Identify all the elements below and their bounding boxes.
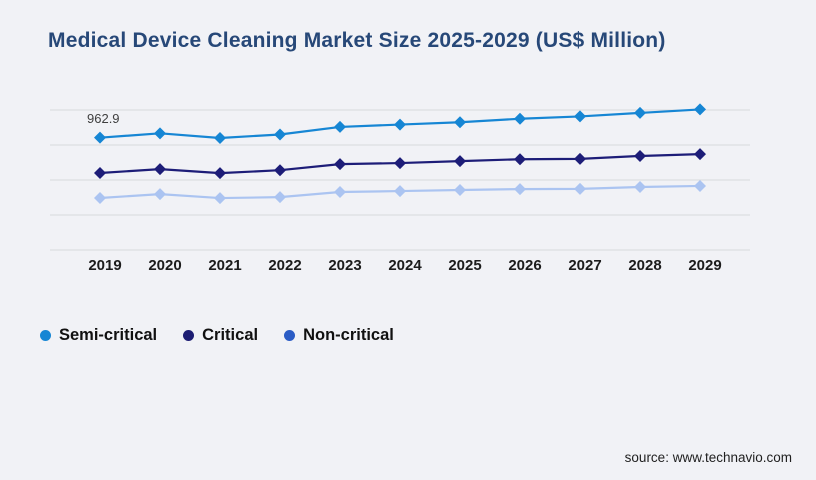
marker-critical-2024: [394, 157, 406, 170]
marker-non-critical-2026: [514, 183, 526, 196]
marker-semi-critical-2028: [634, 106, 646, 119]
marker-critical-2021: [214, 167, 226, 180]
marker-critical-2023: [334, 158, 346, 171]
legend-label-critical: Critical: [202, 325, 259, 344]
legend-label-non-critical: Non-critical: [303, 325, 394, 344]
marker-non-critical-2024: [394, 185, 406, 198]
legend-item-semi-critical: Semi-critical: [40, 326, 157, 345]
x-axis-label-2024: 2024: [388, 257, 422, 274]
legend-dot-critical: [183, 329, 195, 341]
marker-critical-2027: [574, 152, 586, 165]
x-axis-label-2022: 2022: [268, 257, 302, 274]
x-axis-label-2025: 2025: [448, 257, 482, 274]
x-axis-label-2021: 2021: [208, 257, 242, 274]
x-axis-label-2019: 2019: [88, 257, 122, 274]
x-axis-label-2028: 2028: [628, 257, 662, 274]
marker-critical-2026: [514, 153, 526, 166]
gridlines: [50, 109, 750, 251]
marker-critical-2029: [694, 148, 706, 161]
marker-semi-critical-2027: [574, 110, 586, 123]
marker-non-critical-2020: [154, 188, 166, 201]
marker-semi-critical-2020: [154, 127, 166, 140]
legend-dot-semi-critical: [40, 329, 51, 341]
source-attribution: source: www.technavio.com: [624, 450, 792, 465]
marker-critical-2020: [154, 163, 166, 176]
marker-non-critical-2021: [214, 192, 226, 205]
chart-title: Medical Device Cleaning Market Size 2025…: [48, 29, 666, 52]
legend-dot-non-critical: [284, 329, 296, 341]
series-markers: [94, 103, 706, 205]
x-axis-label-2027: 2027: [568, 257, 602, 274]
marker-critical-2025: [454, 155, 466, 168]
marker-non-critical-2025: [454, 184, 466, 197]
marker-semi-critical-2022: [274, 128, 286, 141]
x-axis-label-2026: 2026: [508, 257, 542, 274]
marker-semi-critical-2023: [334, 120, 346, 133]
marker-non-critical-2023: [334, 186, 346, 199]
marker-non-critical-2029: [694, 179, 706, 192]
marker-semi-critical-2024: [394, 118, 406, 131]
marker-semi-critical-2019: [94, 131, 106, 144]
marker-critical-2028: [634, 149, 646, 162]
line-chart-canvas: [50, 103, 750, 251]
marker-semi-critical-2021: [214, 132, 226, 144]
x-axis-label-2023: 2023: [328, 257, 362, 274]
legend-label-semi-critical: Semi-critical: [59, 325, 158, 344]
marker-non-critical-2022: [274, 191, 286, 204]
marker-non-critical-2028: [634, 181, 646, 193]
marker-non-critical-2027: [574, 182, 586, 195]
x-axis-label-2020: 2020: [148, 257, 182, 274]
x-axis-label-2029: 2029: [688, 257, 722, 274]
marker-critical-2019: [94, 167, 106, 179]
marker-non-critical-2019: [94, 191, 106, 204]
marker-semi-critical-2026: [514, 112, 526, 125]
legend: Semi-critical Critical Non-critical: [40, 323, 394, 347]
data-label-semi-critical-2019: 962.9: [87, 111, 120, 126]
legend-item-non-critical: Non-critical: [284, 326, 394, 345]
marker-semi-critical-2029: [694, 103, 706, 116]
marker-semi-critical-2025: [454, 116, 466, 129]
legend-item-critical: Critical: [183, 326, 258, 345]
marker-critical-2022: [274, 164, 286, 177]
